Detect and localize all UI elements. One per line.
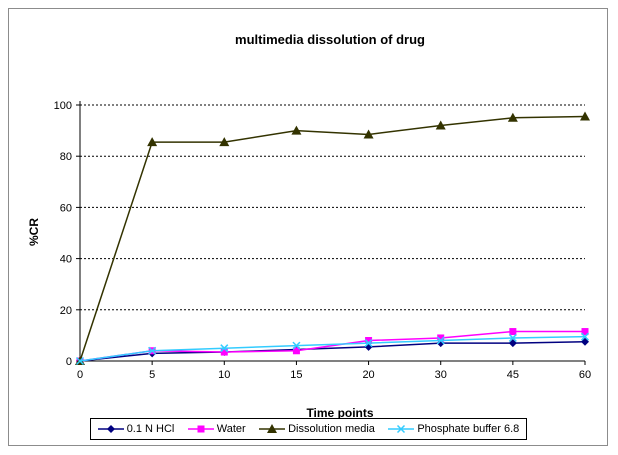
marker-stroke <box>397 424 406 434</box>
series-line <box>79 335 586 362</box>
x-tick-label: 30 <box>435 369 447 381</box>
series-2 <box>75 111 590 365</box>
y-tick-label: 40 <box>60 254 72 266</box>
marker-stroke <box>148 346 157 355</box>
x-tick-label: 60 <box>579 369 591 381</box>
marker-stroke <box>508 333 517 342</box>
data-point <box>291 125 302 135</box>
data-point <box>507 112 518 122</box>
legend-marker <box>267 424 278 433</box>
x-tick-label: 15 <box>290 369 302 381</box>
x-tick-label: 20 <box>362 369 374 381</box>
legend-marker <box>106 425 115 433</box>
data-point <box>580 111 590 121</box>
data-point <box>75 356 85 366</box>
x-tick-label: 0 <box>77 369 83 381</box>
legend-swatch <box>97 425 124 433</box>
legend-swatch <box>388 424 415 434</box>
legend-item: 0.1 N HCl <box>97 423 175 435</box>
data-point <box>220 348 228 356</box>
data-point <box>147 137 158 147</box>
y-tick-label: 20 <box>60 305 72 317</box>
chart-legend: 0.1 N HCl Water Dissolution media Phosphate… <box>90 418 527 440</box>
chart-title: multimedia dissolution of drug <box>235 32 425 47</box>
data-point <box>436 336 445 345</box>
x-tick-label: 45 <box>507 369 519 381</box>
legend-swatch <box>187 425 214 433</box>
y-tick-label: 0 <box>66 356 72 368</box>
series-line <box>79 330 585 362</box>
data-point <box>363 129 374 139</box>
data-point <box>148 346 157 355</box>
data-point <box>292 347 300 355</box>
marker-stroke <box>292 341 301 350</box>
x-tick-label: 10 <box>218 369 230 381</box>
data-point <box>220 344 229 353</box>
x-tick-label: 5 <box>149 369 155 381</box>
series-line <box>79 341 586 362</box>
marker-stroke <box>220 344 229 353</box>
legend-item: Dissolution media <box>259 423 375 435</box>
legend-item: Water <box>187 423 246 435</box>
y-axis-label: %CR <box>27 218 41 246</box>
y-tick-label: 100 <box>54 100 72 112</box>
data-point <box>580 332 590 341</box>
x-axis-label: Time points <box>306 406 373 420</box>
data-point <box>508 333 517 342</box>
marker-stroke <box>364 339 373 348</box>
legend-label: Water <box>216 423 246 435</box>
marker-stroke <box>75 356 85 366</box>
chart-area <box>8 8 608 446</box>
y-tick-label: 80 <box>60 151 72 163</box>
data-point <box>581 328 589 336</box>
data-point <box>365 337 373 345</box>
series-line <box>79 115 586 362</box>
data-point <box>435 120 446 130</box>
legend-item: Phosphate buffer 6.8 <box>388 423 519 435</box>
legend-marker <box>397 424 406 434</box>
data-point <box>364 339 373 348</box>
data-point <box>437 334 445 342</box>
data-point <box>219 137 230 147</box>
legend-marker <box>197 425 205 433</box>
data-point <box>292 341 301 350</box>
data-point <box>508 339 517 348</box>
legend-swatch <box>259 424 286 433</box>
marker-stroke <box>436 336 445 345</box>
legend-label: 0.1 N HCl <box>126 423 175 435</box>
data-point <box>509 328 517 336</box>
y-tick-label: 60 <box>60 202 72 214</box>
data-point <box>581 337 589 346</box>
series-1 <box>76 328 589 365</box>
legend-label: Phosphate buffer 6.8 <box>417 423 520 435</box>
legend-label: Dissolution media <box>288 423 375 435</box>
marker-stroke <box>580 332 590 341</box>
series-3 <box>75 332 590 366</box>
